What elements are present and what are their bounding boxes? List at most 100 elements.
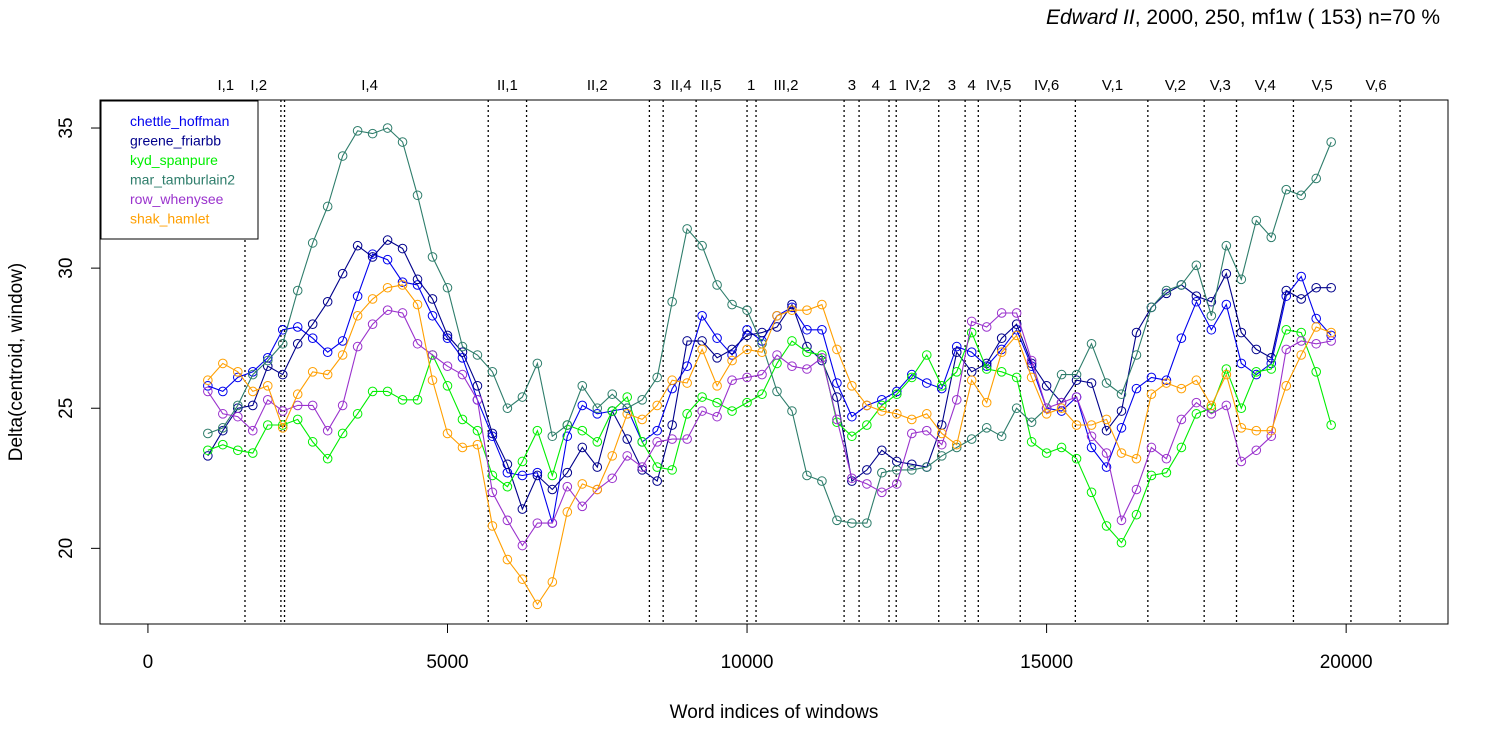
- data-point: [832, 414, 842, 425]
- data-point: [892, 386, 902, 397]
- scene-label: I,1: [217, 77, 234, 94]
- data-point: [502, 481, 513, 492]
- data-point: [727, 355, 737, 366]
- scene-label: I,2: [250, 77, 267, 94]
- data-point: [412, 338, 423, 349]
- data-point: [1131, 350, 1142, 360]
- data-point: [337, 428, 348, 439]
- data-point: [322, 453, 333, 464]
- data-point: [502, 515, 513, 526]
- data-point: [1296, 336, 1307, 346]
- data-point: [951, 341, 962, 352]
- data-point: [457, 347, 468, 357]
- data-point: [427, 350, 438, 360]
- data-point: [412, 299, 423, 310]
- data-point: [1161, 453, 1172, 464]
- title-italic-part: Edward II: [1046, 6, 1135, 29]
- data-point: [1311, 367, 1321, 377]
- scene-label: 4: [872, 77, 880, 94]
- data-point: [487, 487, 498, 498]
- data-point: [1176, 333, 1187, 343]
- data-point: [1071, 375, 1082, 386]
- data-point: [1221, 299, 1232, 310]
- data-point: [1296, 294, 1307, 304]
- data-point: [1041, 409, 1052, 419]
- data-point: [397, 243, 408, 254]
- series-line: [207, 239, 1332, 511]
- data-point: [697, 344, 707, 355]
- data-point: [487, 367, 498, 377]
- data-point: [981, 397, 992, 408]
- data-point: [562, 467, 573, 478]
- data-point: [592, 403, 603, 414]
- data-point: [1176, 383, 1187, 394]
- data-point: [966, 327, 977, 338]
- data-point: [1221, 369, 1232, 380]
- data-point: [472, 395, 483, 405]
- series-line: [207, 284, 1332, 606]
- data-point: [262, 355, 273, 366]
- data-point: [592, 462, 603, 472]
- legend-entry: row_whenysee: [130, 191, 224, 207]
- data-point: [1131, 484, 1142, 495]
- data-point: [712, 381, 722, 391]
- data-point: [352, 409, 363, 419]
- data-point: [1116, 423, 1127, 433]
- data-point: [1311, 173, 1321, 184]
- legend: chettle_hoffman greene_friarbb kyd_spanpur…: [100, 100, 259, 240]
- data-point: [218, 423, 228, 433]
- data-point: [1131, 509, 1142, 520]
- data-point: [622, 403, 633, 414]
- scene-label: 3: [948, 77, 956, 94]
- data-point: [1146, 470, 1157, 481]
- data-point: [1101, 414, 1112, 425]
- data-point: [292, 400, 303, 411]
- data-point: [802, 324, 812, 335]
- data-point: [862, 400, 872, 411]
- data-point: [862, 465, 872, 475]
- data-point: [1026, 417, 1037, 428]
- data-point: [906, 459, 917, 470]
- data-point: [622, 451, 633, 461]
- data-point: [787, 361, 797, 372]
- data-point: [232, 411, 243, 422]
- scene-label: 1: [888, 77, 896, 94]
- data-point: [832, 515, 842, 526]
- data-point: [1116, 389, 1127, 400]
- data-point: [397, 308, 408, 318]
- data-point: [712, 352, 722, 363]
- chart-title: Edward II, 2000, 250, mf1w ( 153) n=70 %: [1046, 6, 1440, 30]
- data-point: [667, 420, 677, 430]
- data-point: [1161, 375, 1172, 386]
- data-point: [487, 470, 498, 481]
- data-point: [1041, 381, 1052, 391]
- x-tick-label: 20000: [1320, 652, 1373, 673]
- data-point: [921, 409, 932, 419]
- data-point: [277, 338, 288, 349]
- data-point: [292, 338, 303, 349]
- scene-label: V,5: [1312, 77, 1333, 94]
- data-point: [382, 386, 393, 397]
- data-point: [218, 439, 228, 450]
- data-point: [742, 372, 752, 383]
- data-point: [457, 369, 468, 380]
- data-point: [502, 459, 513, 470]
- data-point: [727, 350, 737, 360]
- data-point: [772, 386, 782, 397]
- data-point: [1101, 521, 1112, 531]
- data-point: [337, 350, 348, 360]
- data-point: [802, 305, 812, 315]
- data-point: [247, 367, 258, 377]
- data-point: [277, 420, 288, 430]
- data-point: [996, 308, 1007, 318]
- data-point: [1086, 431, 1097, 442]
- data-point: [921, 350, 932, 360]
- data-point: [1026, 372, 1037, 383]
- data-point: [547, 431, 558, 442]
- data-point: [577, 442, 588, 453]
- data-point: [457, 341, 468, 352]
- scene-label: 3: [848, 77, 856, 94]
- data-point: [1221, 268, 1232, 279]
- data-point: [817, 299, 827, 310]
- data-point: [472, 425, 483, 436]
